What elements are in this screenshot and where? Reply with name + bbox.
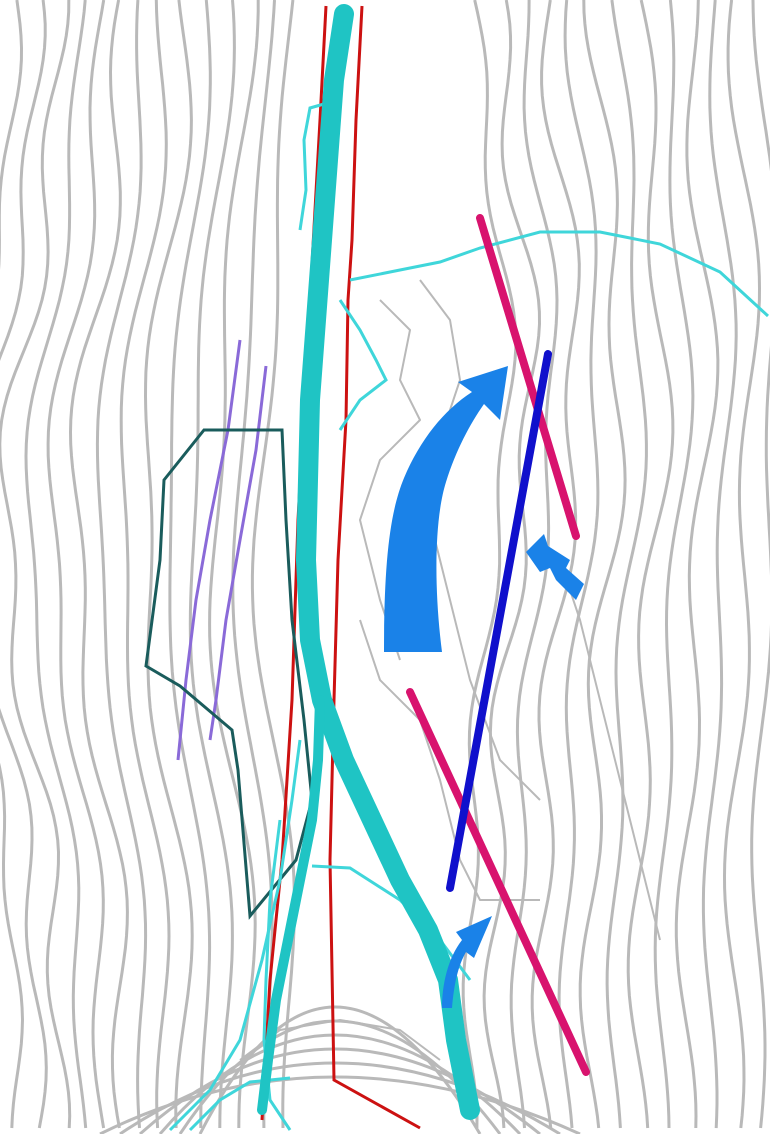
contour-line: [231, 0, 276, 1129]
fault-line-blue: [446, 350, 552, 892]
contour-line: [119, 0, 171, 1129]
red-boundary-lines: [260, 5, 421, 1130]
contour-line: [24, 0, 88, 1129]
contour-line: [626, 0, 675, 1129]
tributary-streams: [168, 98, 770, 1132]
contour-line: [198, 1005, 482, 1134]
contour-line: [605, 0, 648, 1129]
fault-line-magenta-south: [406, 688, 590, 1076]
boundary-line-west: [260, 5, 328, 1121]
purple-lineaments: [176, 339, 268, 761]
contour-line: [188, 0, 236, 1129]
contour-line: [69, 0, 129, 1129]
main-channel-lower-branch: [257, 695, 325, 1115]
contour-line: [0, 0, 72, 1129]
small-arrow-icon: [526, 534, 584, 600]
contour-line: [653, 0, 695, 1129]
contour-line: [359, 299, 421, 661]
contour-line: [359, 619, 540, 901]
contour-line: [701, 0, 738, 1129]
contour-line: [250, 0, 296, 1129]
contour-line: [578, 0, 627, 1129]
fault-lines: [406, 214, 590, 1076]
lower-arrow-icon: [442, 916, 492, 1008]
large-curved-arrow-icon: [384, 366, 508, 652]
boundary-line-east: [328, 5, 421, 1130]
purple-line: [208, 365, 268, 741]
contour-line: [674, 0, 720, 1129]
outlined-zone: [144, 428, 314, 920]
tributary-southwest: [168, 739, 302, 1132]
tributary-mid-east: [338, 299, 388, 431]
contour-line: [559, 559, 661, 941]
contour-line: [168, 0, 212, 1128]
contour-line: [46, 0, 106, 1129]
tributary-upper-west: [298, 98, 339, 231]
contour-line: [557, 0, 600, 1129]
purple-line: [176, 339, 242, 761]
tributary-south: [262, 819, 292, 1131]
contour-line: [0, 0, 48, 1129]
contour-line: [95, 0, 148, 1129]
contour-line: [208, 0, 260, 1129]
contour-line: [0, 0, 24, 1129]
tributary-northeast: [349, 230, 770, 318]
contour-line: [482, 0, 541, 1129]
flow-arrows: [384, 366, 584, 1008]
contour-line: [144, 0, 194, 1129]
contour-line: [530, 0, 581, 1129]
contour-line: [750, 0, 770, 1129]
contour-line: [723, 0, 761, 1129]
fault-line-magenta-north: [476, 214, 580, 540]
